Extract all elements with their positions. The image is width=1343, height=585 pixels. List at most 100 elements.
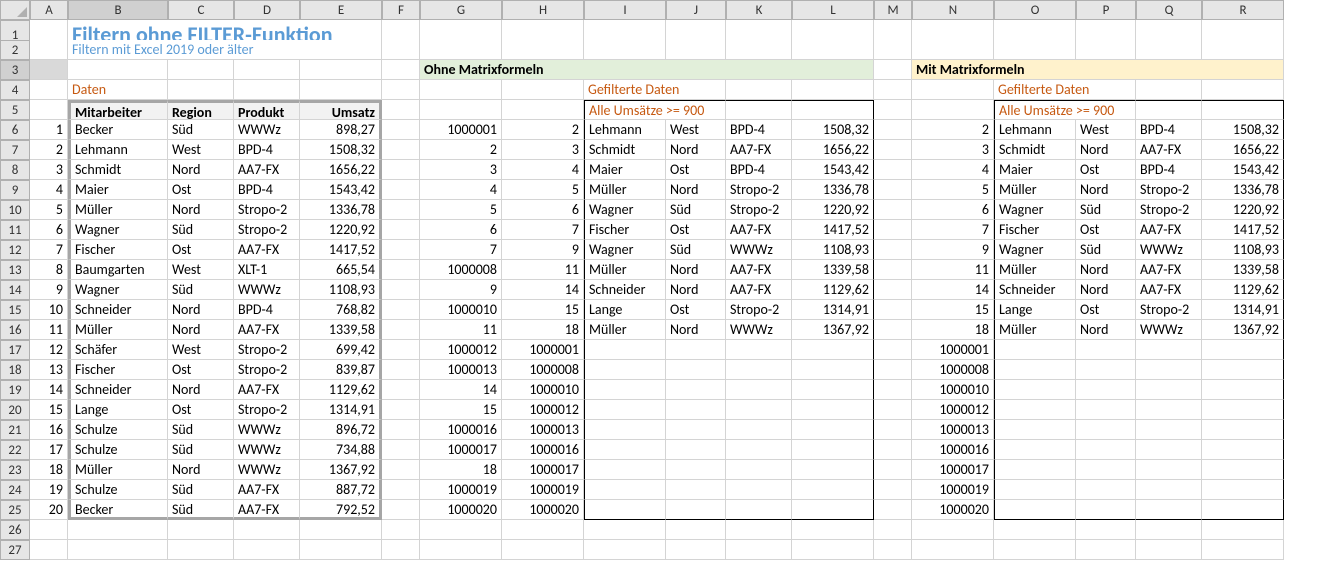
- select-all-corner[interactable]: [0, 0, 30, 20]
- cell-I7[interactable]: Schmidt: [584, 140, 666, 160]
- cell-K24[interactable]: [726, 480, 792, 500]
- cell-N22[interactable]: 1000016: [912, 440, 994, 460]
- cell-O17[interactable]: [994, 340, 1076, 360]
- cell-A21[interactable]: 16: [30, 420, 68, 440]
- cell-K4[interactable]: [726, 80, 792, 100]
- cell-F14[interactable]: [382, 280, 420, 300]
- cell-K26[interactable]: [726, 520, 792, 540]
- cell-N20[interactable]: 1000012: [912, 400, 994, 420]
- cell-F18[interactable]: [382, 360, 420, 380]
- col-header-Q[interactable]: Q: [1136, 0, 1202, 20]
- cell-Q7[interactable]: AA7-FX: [1136, 140, 1202, 160]
- cell-R13[interactable]: 1339,58: [1202, 260, 1284, 280]
- cell-P23[interactable]: [1076, 460, 1136, 480]
- cell-P14[interactable]: Nord: [1076, 280, 1136, 300]
- col-header-A[interactable]: A: [30, 0, 68, 20]
- cell-K9[interactable]: Stropo-2: [726, 180, 792, 200]
- row-header-4[interactable]: 4: [0, 80, 30, 100]
- cell-L6[interactable]: 1508,32: [792, 120, 874, 140]
- cell-J22[interactable]: [666, 440, 726, 460]
- cell-D7[interactable]: BPD-4: [234, 140, 300, 160]
- cell-M23[interactable]: [874, 460, 912, 480]
- row-header-6[interactable]: 6: [0, 120, 30, 140]
- cell-N5[interactable]: [912, 100, 994, 120]
- cell-O13[interactable]: Müller: [994, 260, 1076, 280]
- cell-L9[interactable]: 1336,78: [792, 180, 874, 200]
- row-header-10[interactable]: 10: [0, 200, 30, 220]
- cell-R2[interactable]: [1202, 40, 1284, 60]
- cell-O14[interactable]: Schneider: [994, 280, 1076, 300]
- cell-N25[interactable]: 1000020: [912, 500, 994, 520]
- cell-N16[interactable]: 18: [912, 320, 994, 340]
- col-header-R[interactable]: R: [1202, 0, 1284, 20]
- cell-G13[interactable]: 1000008: [420, 260, 502, 280]
- cell-P11[interactable]: Ost: [1076, 220, 1136, 240]
- cell-H11[interactable]: 7: [502, 220, 584, 240]
- cell-G6[interactable]: 1000001: [420, 120, 502, 140]
- cell-I20[interactable]: [584, 400, 666, 420]
- cell-O22[interactable]: [994, 440, 1076, 460]
- cell-L20[interactable]: [792, 400, 874, 420]
- cell-E22[interactable]: 734,88: [300, 440, 382, 460]
- cell-M18[interactable]: [874, 360, 912, 380]
- cell-C3[interactable]: [168, 60, 234, 80]
- cell-C21[interactable]: Süd: [168, 420, 234, 440]
- cell-I17[interactable]: [584, 340, 666, 360]
- cell-D20[interactable]: Stropo-2: [234, 400, 300, 420]
- cell-N2[interactable]: [912, 40, 994, 60]
- cell-F17[interactable]: [382, 340, 420, 360]
- cell-M6[interactable]: [874, 120, 912, 140]
- cell-N13[interactable]: 11: [912, 260, 994, 280]
- cell-H14[interactable]: 14: [502, 280, 584, 300]
- cell-J6[interactable]: West: [666, 120, 726, 140]
- cell-K5[interactable]: [726, 100, 792, 120]
- cell-K12[interactable]: WWWz: [726, 240, 792, 260]
- cell-C15[interactable]: Nord: [168, 300, 234, 320]
- cell-I10[interactable]: Wagner: [584, 200, 666, 220]
- cell-B8[interactable]: Schmidt: [68, 160, 168, 180]
- cell-B16[interactable]: Müller: [68, 320, 168, 340]
- cell-O7[interactable]: Schmidt: [994, 140, 1076, 160]
- cell-I15[interactable]: Lange: [584, 300, 666, 320]
- cell-L22[interactable]: [792, 440, 874, 460]
- cell-G12[interactable]: 7: [420, 240, 502, 260]
- cell-L14[interactable]: 1129,62: [792, 280, 874, 300]
- cell-G8[interactable]: 3: [420, 160, 502, 180]
- cell-C27[interactable]: [168, 540, 234, 560]
- cell-N11[interactable]: 7: [912, 220, 994, 240]
- cell-R9[interactable]: 1336,78: [1202, 180, 1284, 200]
- cell-O18[interactable]: [994, 360, 1076, 380]
- cell-E15[interactable]: 768,82: [300, 300, 382, 320]
- cell-B27[interactable]: [68, 540, 168, 560]
- cell-E8[interactable]: 1656,22: [300, 160, 382, 180]
- cell-K17[interactable]: [726, 340, 792, 360]
- cell-G24[interactable]: 1000019: [420, 480, 502, 500]
- cell-C23[interactable]: Nord: [168, 460, 234, 480]
- cell-H19[interactable]: 1000010: [502, 380, 584, 400]
- cell-G15[interactable]: 1000010: [420, 300, 502, 320]
- cell-O12[interactable]: Wagner: [994, 240, 1076, 260]
- cell-J15[interactable]: Ost: [666, 300, 726, 320]
- cell-N3[interactable]: Mit Matrixformeln: [912, 60, 1284, 80]
- cell-B15[interactable]: Schneider: [68, 300, 168, 320]
- cell-G23[interactable]: 18: [420, 460, 502, 480]
- cell-Q10[interactable]: Stropo-2: [1136, 200, 1202, 220]
- cell-D16[interactable]: AA7-FX: [234, 320, 300, 340]
- cell-Q11[interactable]: AA7-FX: [1136, 220, 1202, 240]
- cell-O2[interactable]: [994, 40, 1076, 60]
- cell-I26[interactable]: [584, 520, 666, 540]
- cell-Q26[interactable]: [1136, 520, 1202, 540]
- col-header-C[interactable]: C: [168, 0, 234, 20]
- cell-B23[interactable]: Müller: [68, 460, 168, 480]
- cell-R8[interactable]: 1543,42: [1202, 160, 1284, 180]
- cell-D6[interactable]: WWWz: [234, 120, 300, 140]
- cell-D8[interactable]: AA7-FX: [234, 160, 300, 180]
- col-header-E[interactable]: E: [300, 0, 382, 20]
- cell-G3[interactable]: Ohne Matrixformeln: [420, 60, 874, 80]
- cell-F15[interactable]: [382, 300, 420, 320]
- cell-F20[interactable]: [382, 400, 420, 420]
- cell-R17[interactable]: [1202, 340, 1284, 360]
- cell-N7[interactable]: 3: [912, 140, 994, 160]
- cell-B20[interactable]: Lange: [68, 400, 168, 420]
- cell-P13[interactable]: Nord: [1076, 260, 1136, 280]
